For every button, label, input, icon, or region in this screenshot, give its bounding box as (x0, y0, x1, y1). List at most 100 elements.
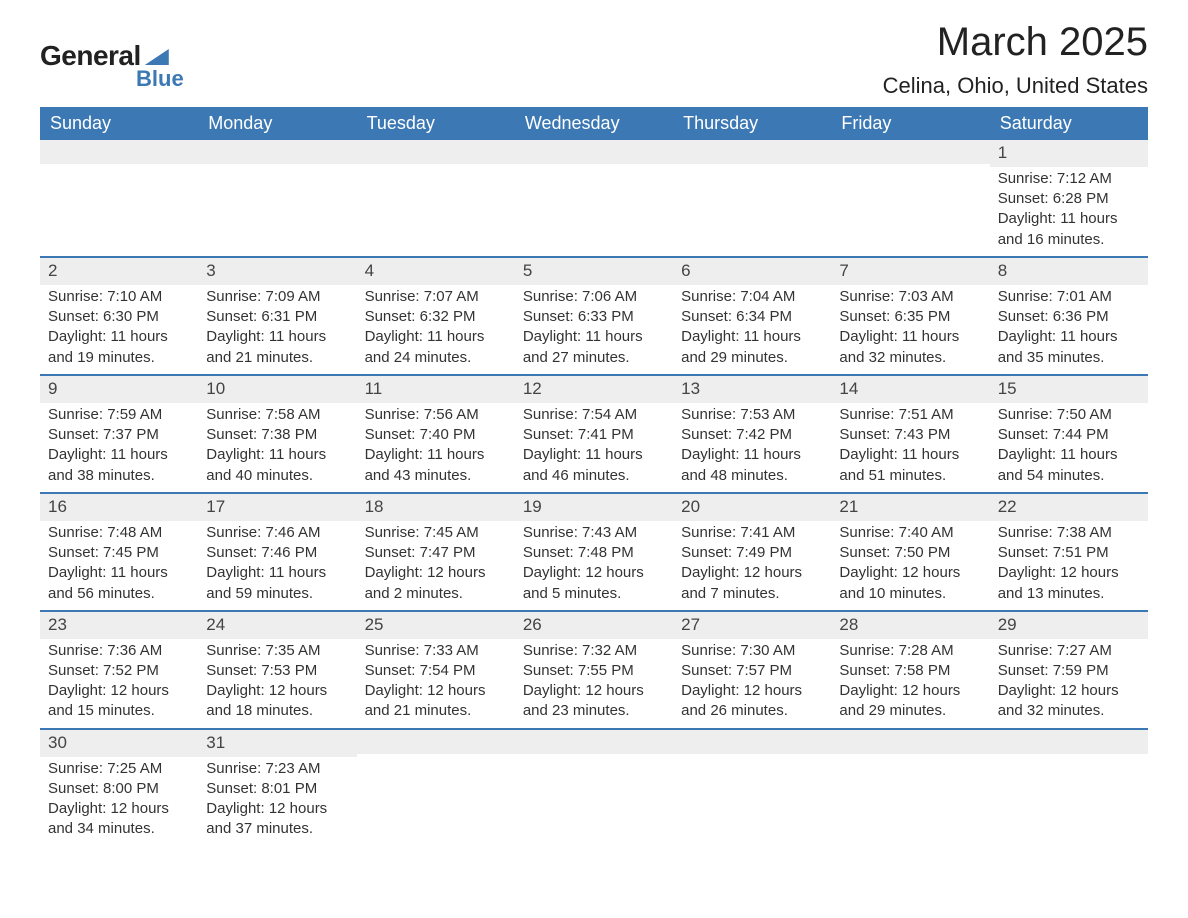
sunrise-label: Sunrise: (365, 288, 420, 305)
sunrise-line: Sunrise: 7:48 AM (48, 523, 190, 543)
day-number-strip (515, 730, 673, 754)
sunrise-line: Sunrise: 7:45 AM (365, 523, 507, 543)
day-number: 6 (681, 261, 690, 280)
day-number: 2 (48, 261, 57, 280)
sunrise-line: Sunrise: 7:59 AM (48, 405, 190, 425)
sunset-label: Sunset: (48, 426, 99, 443)
sunrise-value: 7:54 AM (582, 406, 637, 423)
sunrise-line: Sunrise: 7:58 AM (206, 405, 348, 425)
sunset-value: 7:49 PM (736, 544, 792, 561)
calendar-cell (831, 729, 989, 846)
day-number-strip: 28 (831, 612, 989, 639)
calendar-cell: 29Sunrise: 7:27 AMSunset: 7:59 PMDayligh… (990, 611, 1148, 729)
day-number: 18 (365, 497, 384, 516)
sunset-label: Sunset: (48, 662, 99, 679)
calendar-cell: 6Sunrise: 7:04 AMSunset: 6:34 PMDaylight… (673, 257, 831, 375)
sunset-value: 7:46 PM (261, 544, 317, 561)
daylight-line: Daylight: 11 hours and 48 minutes. (681, 445, 823, 486)
sunset-value: 7:47 PM (420, 544, 476, 561)
sunrise-value: 7:48 AM (107, 524, 162, 541)
sunrise-line: Sunrise: 7:50 AM (998, 405, 1140, 425)
day-number-strip: 27 (673, 612, 831, 639)
sunrise-label: Sunrise: (523, 288, 578, 305)
day-number: 3 (206, 261, 215, 280)
daylight-line: Daylight: 12 hours and 21 minutes. (365, 681, 507, 722)
sunrise-line: Sunrise: 7:43 AM (523, 523, 665, 543)
calendar-cell (515, 729, 673, 846)
sunset-value: 7:50 PM (894, 544, 950, 561)
day-body: Sunrise: 7:10 AMSunset: 6:30 PMDaylight:… (40, 285, 198, 374)
daylight-label: Daylight: (681, 564, 739, 581)
weekday-header: Saturday (990, 107, 1148, 140)
daylight-line: Daylight: 12 hours and 10 minutes. (839, 563, 981, 604)
sunset-value: 6:34 PM (736, 308, 792, 325)
sunset-label: Sunset: (365, 426, 416, 443)
day-number-strip: 2 (40, 258, 198, 285)
sunrise-line: Sunrise: 7:12 AM (998, 169, 1140, 189)
sunrise-label: Sunrise: (681, 642, 736, 659)
day-body (831, 754, 989, 834)
calendar-cell (673, 140, 831, 257)
sunset-value: 7:41 PM (578, 426, 634, 443)
calendar-table: SundayMondayTuesdayWednesdayThursdayFrid… (40, 107, 1148, 846)
day-number-strip: 16 (40, 494, 198, 521)
daylight-label: Daylight: (839, 446, 897, 463)
weekday-header: Sunday (40, 107, 198, 140)
day-number-strip (673, 730, 831, 754)
daylight-line: Daylight: 11 hours and 51 minutes. (839, 445, 981, 486)
daylight-line: Daylight: 11 hours and 24 minutes. (365, 327, 507, 368)
sunrise-value: 7:35 AM (265, 642, 320, 659)
logo-triangle-icon (145, 49, 169, 65)
sunset-value: 7:54 PM (420, 662, 476, 679)
sunset-value: 6:36 PM (1053, 308, 1109, 325)
calendar-week-row: 1Sunrise: 7:12 AMSunset: 6:28 PMDaylight… (40, 140, 1148, 257)
calendar-cell: 14Sunrise: 7:51 AMSunset: 7:43 PMDayligh… (831, 375, 989, 493)
sunrise-line: Sunrise: 7:36 AM (48, 641, 190, 661)
sunrise-line: Sunrise: 7:23 AM (206, 759, 348, 779)
day-number: 22 (998, 497, 1017, 516)
sunrise-value: 7:12 AM (1057, 170, 1112, 187)
daylight-label: Daylight: (365, 446, 423, 463)
sunrise-value: 7:50 AM (1057, 406, 1112, 423)
daylight-label: Daylight: (365, 682, 423, 699)
day-number: 27 (681, 615, 700, 634)
daylight-line: Daylight: 12 hours and 37 minutes. (206, 799, 348, 840)
daylight-label: Daylight: (998, 564, 1056, 581)
day-number-strip: 14 (831, 376, 989, 403)
day-body: Sunrise: 7:30 AMSunset: 7:57 PMDaylight:… (673, 639, 831, 728)
sunrise-label: Sunrise: (681, 524, 736, 541)
sunset-label: Sunset: (365, 544, 416, 561)
sunset-line: Sunset: 8:00 PM (48, 779, 190, 799)
sunrise-line: Sunrise: 7:28 AM (839, 641, 981, 661)
daylight-label: Daylight: (206, 682, 264, 699)
calendar-cell: 30Sunrise: 7:25 AMSunset: 8:00 PMDayligh… (40, 729, 198, 846)
daylight-line: Daylight: 11 hours and 40 minutes. (206, 445, 348, 486)
sunrise-value: 7:03 AM (899, 288, 954, 305)
calendar-cell: 1Sunrise: 7:12 AMSunset: 6:28 PMDaylight… (990, 140, 1148, 257)
daylight-line: Daylight: 11 hours and 29 minutes. (681, 327, 823, 368)
day-body (198, 164, 356, 244)
calendar-cell (357, 729, 515, 846)
sunset-value: 7:38 PM (261, 426, 317, 443)
calendar-cell: 5Sunrise: 7:06 AMSunset: 6:33 PMDaylight… (515, 257, 673, 375)
day-number: 31 (206, 733, 225, 752)
calendar-cell (357, 140, 515, 257)
month-title: March 2025 (883, 20, 1148, 65)
weekday-header: Thursday (673, 107, 831, 140)
day-number-strip: 13 (673, 376, 831, 403)
sunrise-line: Sunrise: 7:25 AM (48, 759, 190, 779)
day-number-strip: 6 (673, 258, 831, 285)
sunset-value: 7:48 PM (578, 544, 634, 561)
sunrise-label: Sunrise: (206, 406, 261, 423)
calendar-cell: 11Sunrise: 7:56 AMSunset: 7:40 PMDayligh… (357, 375, 515, 493)
sunset-line: Sunset: 7:48 PM (523, 543, 665, 563)
sunrise-value: 7:40 AM (899, 524, 954, 541)
day-number: 13 (681, 379, 700, 398)
day-number: 23 (48, 615, 67, 634)
day-body: Sunrise: 7:35 AMSunset: 7:53 PMDaylight:… (198, 639, 356, 728)
daylight-label: Daylight: (998, 682, 1056, 699)
sunset-line: Sunset: 6:34 PM (681, 307, 823, 327)
sunset-label: Sunset: (839, 544, 890, 561)
sunset-label: Sunset: (839, 662, 890, 679)
calendar-cell: 2 Sunrise: 7:10 AMSunset: 6:30 PMDaylight… (40, 257, 198, 375)
